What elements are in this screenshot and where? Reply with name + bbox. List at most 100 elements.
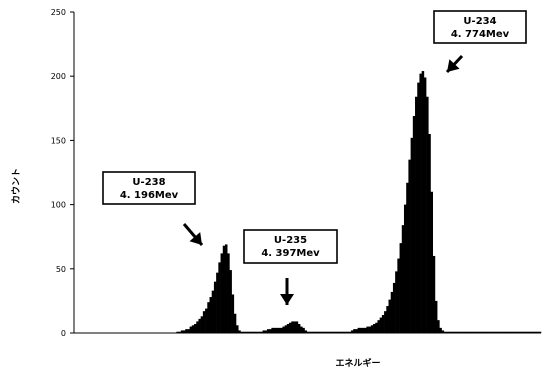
spectrum-bar bbox=[474, 331, 478, 333]
spectrum-bar bbox=[417, 82, 420, 334]
spectrum-bar bbox=[499, 331, 502, 333]
spectrum-bar bbox=[390, 291, 394, 333]
spectrum-bar bbox=[342, 331, 345, 333]
spectrum-bar bbox=[421, 71, 425, 333]
spectrum-bar bbox=[496, 331, 500, 333]
spectrum-bar bbox=[479, 331, 482, 333]
spectrum-bar bbox=[211, 290, 215, 333]
spectrum-bar bbox=[315, 331, 319, 333]
spectrum-bar bbox=[222, 245, 226, 333]
y-axis-label: カウント bbox=[11, 168, 22, 204]
spectrum-bar bbox=[311, 331, 314, 333]
spectrum-bar bbox=[368, 326, 372, 333]
callout-energy: 4. 774Mev bbox=[451, 29, 510, 40]
spectrum-bar bbox=[439, 327, 442, 333]
spectrum-bar bbox=[180, 330, 184, 333]
spectrum-bar bbox=[463, 331, 467, 333]
spectrum-bar bbox=[432, 255, 436, 333]
spectrum-bar bbox=[386, 306, 389, 333]
spectrum-bar bbox=[507, 331, 511, 333]
spectrum-bar bbox=[483, 331, 487, 333]
spectrum-bar bbox=[242, 331, 246, 333]
spectrum-bar bbox=[512, 331, 515, 333]
spectrum-bar bbox=[320, 331, 323, 333]
spectrum-bar bbox=[494, 331, 498, 333]
spectrum-bar bbox=[406, 182, 409, 333]
spectrum-bar bbox=[344, 331, 347, 333]
spectrum-bar bbox=[532, 331, 535, 333]
x-axis-label: エネルギー bbox=[335, 357, 380, 369]
callout-nuclide: U-235 bbox=[274, 235, 307, 246]
spectrum-bar bbox=[280, 327, 283, 333]
spectrum-bar bbox=[348, 331, 352, 333]
spectrum-bar bbox=[527, 331, 531, 333]
spectrum-bar bbox=[501, 331, 504, 333]
spectrum-bar bbox=[353, 329, 356, 333]
spectrum-bar bbox=[313, 331, 316, 333]
spectrum-bar bbox=[275, 327, 279, 333]
y-tick-label: 50 bbox=[56, 265, 66, 274]
spectrum-bar bbox=[459, 331, 462, 333]
spectrum-bar bbox=[216, 272, 219, 333]
spectrum-bar bbox=[335, 331, 338, 333]
spectrum-bar bbox=[384, 311, 387, 333]
spectrum-bar bbox=[430, 191, 434, 333]
spectrum-bar bbox=[503, 331, 506, 333]
callout-u-235: U-235 4. 397Mev bbox=[243, 229, 338, 305]
spectrum-bar bbox=[355, 329, 358, 333]
spectrum-bar bbox=[302, 327, 305, 333]
spectrum-bar bbox=[401, 225, 405, 333]
spectrum-bar bbox=[262, 330, 266, 333]
spectrum-bar bbox=[419, 73, 422, 333]
spectrum-bar bbox=[207, 302, 210, 333]
spectrum-bar bbox=[476, 331, 480, 333]
spectrum-bar bbox=[534, 331, 537, 333]
spectrum-bar bbox=[415, 96, 418, 334]
spectrum-bar bbox=[205, 308, 208, 333]
spectrum-bar bbox=[300, 326, 303, 333]
callout-u-234: U-234 4. 774Mev bbox=[433, 10, 527, 74]
spectrum-bar bbox=[445, 331, 449, 333]
spectrum-bar bbox=[326, 331, 330, 333]
arrow-head-icon bbox=[280, 294, 294, 305]
spectrum-bar bbox=[441, 330, 445, 333]
spectrum-bar bbox=[454, 331, 458, 333]
spectrum-bar bbox=[403, 204, 407, 333]
spectrum-bar bbox=[529, 331, 533, 333]
spectrum-bar bbox=[266, 329, 270, 333]
spectrum-bar bbox=[370, 325, 374, 333]
spectrum-bar bbox=[273, 327, 277, 333]
spectrum-bar bbox=[178, 331, 182, 333]
spectrum-bar bbox=[397, 258, 400, 333]
spectrum-bars bbox=[176, 71, 542, 334]
callout-energy: 4. 196Mev bbox=[120, 190, 179, 201]
spectrum-bar bbox=[176, 331, 179, 333]
callout-nuclide: U-234 bbox=[463, 16, 496, 27]
spectrum-bar bbox=[240, 331, 243, 333]
spectrum-bar bbox=[448, 331, 451, 333]
spectrum-bar bbox=[423, 77, 427, 333]
spectrum-bar bbox=[516, 331, 520, 333]
spectrum-bar bbox=[191, 325, 195, 333]
spectrum-bar bbox=[465, 331, 469, 333]
spectrum-bar bbox=[258, 331, 261, 333]
y-axis-ticks: 0 50 100 150 200 250 bbox=[51, 8, 74, 338]
spectrum-bar bbox=[412, 116, 416, 333]
peak-callouts: U-238 4. 196Mev U-235 4. 397Mev U-234 4. 774M… bbox=[102, 10, 527, 305]
spectrum-bar bbox=[366, 326, 369, 333]
spectrum-bar bbox=[333, 331, 336, 333]
spectrum-bar bbox=[189, 326, 193, 333]
spectrum-bar bbox=[260, 331, 263, 333]
spectrum-bar bbox=[510, 331, 513, 333]
spectrum-bar bbox=[521, 331, 524, 333]
spectrum-bar bbox=[346, 331, 350, 333]
spectrum-bar bbox=[523, 331, 526, 333]
spectrum-bar bbox=[361, 327, 365, 333]
spectrum-bar bbox=[525, 331, 529, 333]
spectrum-bar bbox=[278, 327, 281, 333]
spectrum-bar bbox=[289, 322, 292, 333]
spectrum-bar bbox=[470, 331, 473, 333]
spectrum-bar bbox=[331, 331, 334, 333]
spectrum-bar bbox=[324, 331, 327, 333]
